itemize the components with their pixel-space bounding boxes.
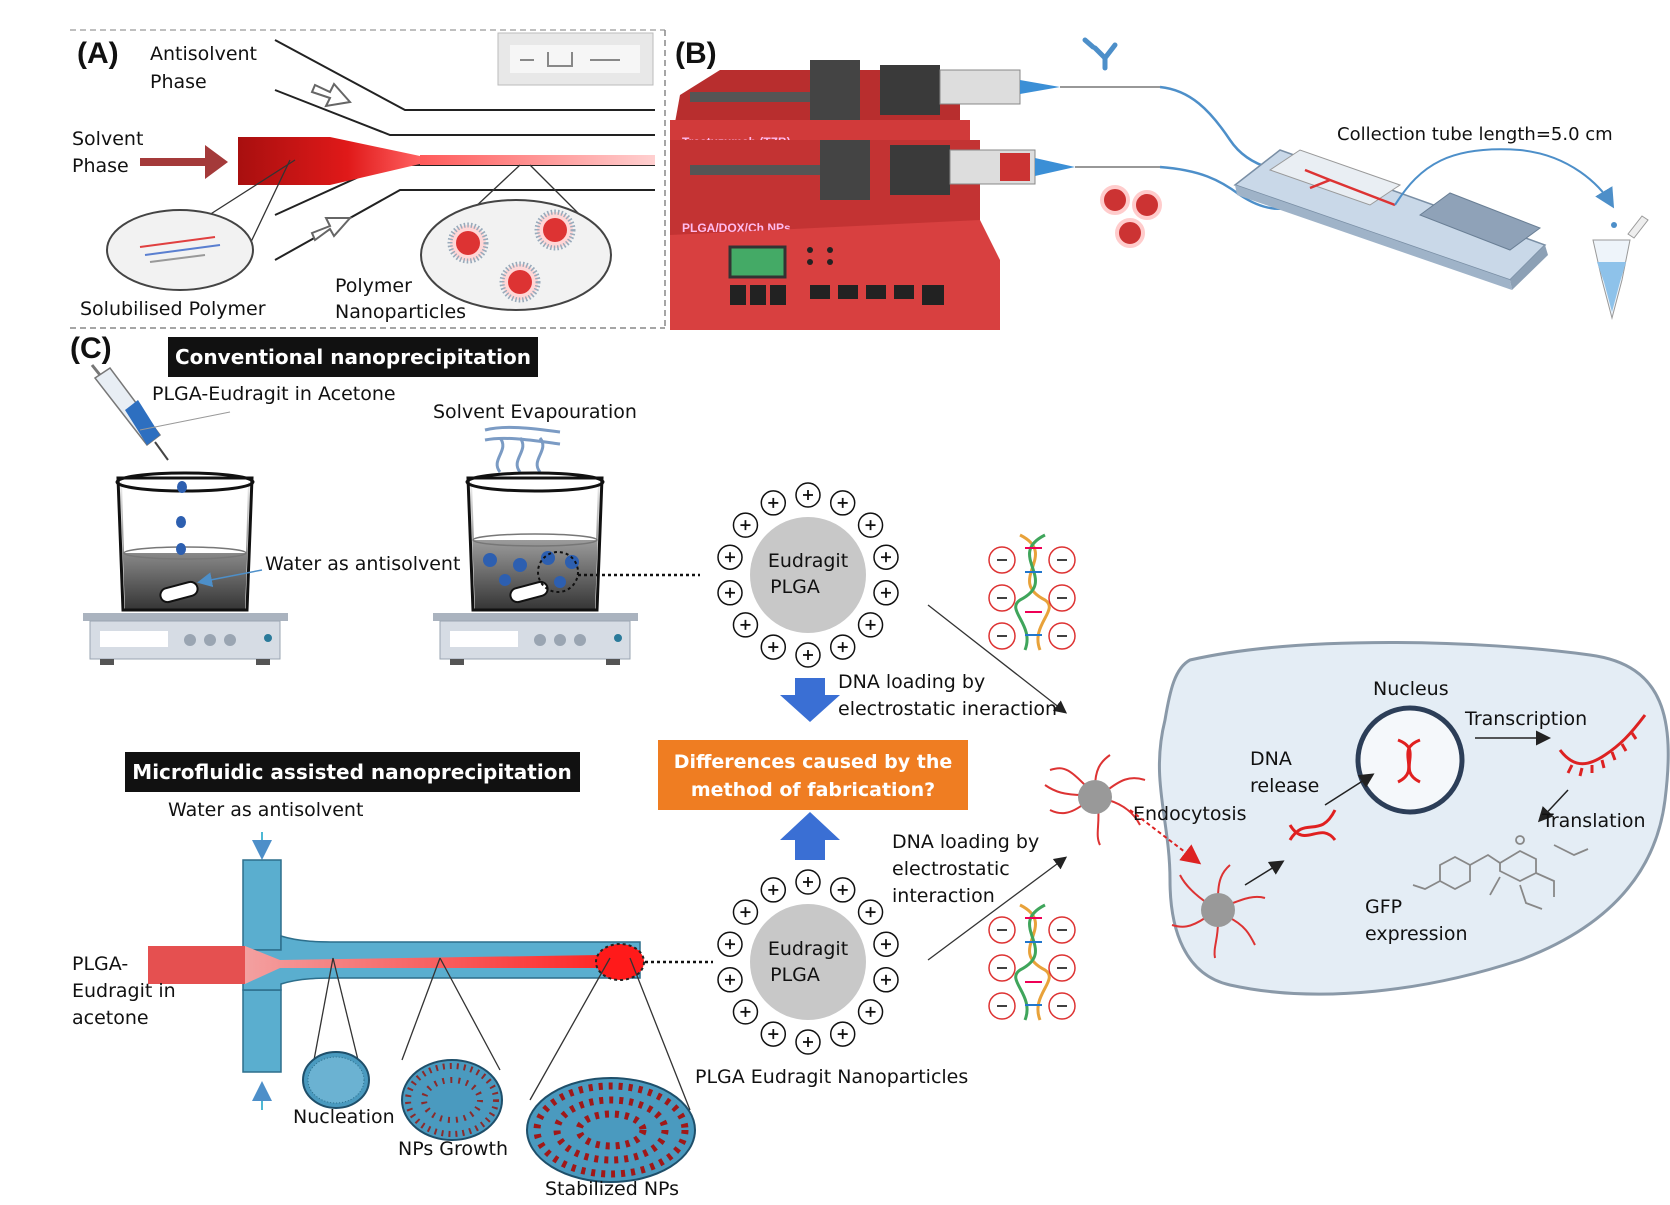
nanoparticle-icon: [1100, 185, 1130, 215]
vapour-icon: [484, 425, 561, 473]
microfluidic-chip: [1233, 149, 1548, 290]
polyplex-core: [1078, 780, 1112, 814]
internalized-polyplex-core: [1201, 893, 1235, 927]
solvent-label-2: Phase: [72, 155, 129, 177]
solvent-label-1: Solvent: [72, 128, 143, 150]
transcription-label: Transcription: [1464, 708, 1587, 730]
cell: Nucleus Transcription Translation DNA re…: [1129, 641, 1670, 996]
translation-label: Translation: [1541, 810, 1646, 832]
dna-loading-bottom-1: DNA loading by: [892, 831, 1039, 853]
gfp-label-1: GFP: [1365, 896, 1402, 918]
dna-release-label-1: DNA: [1250, 748, 1292, 770]
syringe-icon: [90, 364, 169, 461]
dna-in-nucleus-icon: [1397, 738, 1421, 784]
dna-loading-bottom-2: electrostatic: [892, 858, 1010, 880]
particle-bottom-label-2: PLGA: [770, 964, 820, 986]
growth-zoom: [401, 1059, 503, 1141]
differences-line-1: Differences caused by the: [674, 751, 953, 773]
stabilized-label: Stabilized NPs: [545, 1178, 679, 1200]
inlet-label-3: acetone: [72, 1007, 149, 1029]
nanoparticle-icon: [1132, 190, 1162, 220]
water-antisolvent-bottom-label: Water as antisolvent: [168, 799, 363, 821]
nanoparticle: [447, 222, 489, 264]
dna-negative-charges-top: [1014, 533, 1051, 651]
panel-c: (C) Conventional nanoprecipitation PLGA-…: [70, 332, 1146, 1200]
negative-charges-top: [988, 546, 1076, 650]
panel-a-label: (A): [77, 37, 119, 70]
down-arrow-icon: [780, 678, 840, 722]
particle-top-label-2: PLGA: [770, 576, 820, 598]
nucleation-label: Nucleation: [293, 1106, 395, 1128]
solvent-evaporation-label: Solvent Evapouration: [433, 401, 637, 423]
panel-c-label: (C): [70, 332, 112, 365]
eudragit-plga-particle-top: Eudragit PLGA: [717, 482, 899, 668]
antisolvent-arrow-icon: [310, 217, 353, 242]
particle-bottom-label-1: Eudragit: [768, 938, 848, 960]
conventional-title-box: [168, 337, 538, 377]
gfp-molecule-icon: [1412, 835, 1589, 910]
nanoparticle: [499, 261, 541, 303]
panel-b-label: (B): [675, 37, 717, 70]
stabilized-zoom: [526, 1077, 696, 1183]
up-arrow-icon: [780, 812, 840, 860]
negative-charges-bottom: [988, 916, 1076, 1020]
water-antisolvent-top-label: Water as antisolvent: [265, 553, 460, 575]
released-dna-icon: [1288, 809, 1337, 841]
nanoparticles-caption: PLGA Eudragit Nanoparticles: [695, 1066, 968, 1088]
beaker-evaporating: [465, 471, 605, 612]
antisolvent-label-1: Antisolvent: [150, 43, 257, 65]
nps-growth-label: NPs Growth: [398, 1138, 508, 1160]
syringe-label: PLGA-Eudragit in Acetone: [152, 383, 396, 405]
antisolvent-label-2: Phase: [150, 71, 207, 93]
dna-loading-top-1: DNA loading by: [838, 671, 985, 693]
inlet-label-2: Eudragit in: [72, 980, 176, 1002]
dna-release-label-2: release: [1250, 775, 1319, 797]
collection-tube-label: Collection tube length=5.0 cm: [1337, 124, 1613, 145]
stir-plate: [433, 613, 638, 665]
differences-box: [658, 740, 968, 810]
dna-negative-charges-bottom: [1014, 903, 1051, 1021]
beaker-with-antisolvent: [115, 471, 255, 612]
solubilised-polymer-label: Solubilised Polymer: [80, 298, 266, 320]
polymer-label-1: Polymer: [335, 275, 412, 297]
gfp-label-2: expression: [1365, 923, 1468, 945]
conventional-title: Conventional nanoprecipitation: [175, 345, 531, 369]
differences-line-2: method of fabrication?: [691, 779, 935, 801]
inlet-label-1: PLGA-: [72, 953, 128, 975]
antisolvent-arrow-icon: [310, 82, 352, 108]
microfluidic-channel: [148, 832, 645, 1110]
polymer-label-2: Nanoparticles: [335, 301, 466, 323]
eudragit-plga-particle-bottom: Eudragit PLGA: [717, 869, 899, 1055]
nanoparticle-icon: [1115, 218, 1145, 248]
antibody-icon: [1082, 37, 1118, 71]
panel-a: (A) Antisolvent Phase Solvent Phase: [70, 29, 666, 329]
endocytosis-label: Endocytosis: [1133, 803, 1247, 825]
nucleation-zoom: [302, 1051, 370, 1109]
microfluidic-title-box: [125, 752, 580, 792]
nanoparticle: [534, 209, 576, 251]
microfluidic-title: Microfluidic assisted nanoprecipitation: [132, 760, 571, 784]
dna-loading-bottom-3: interaction: [892, 885, 995, 907]
cell-membrane: [1157, 641, 1670, 996]
nucleus-label: Nucleus: [1373, 678, 1449, 700]
pump-control-panel: [670, 220, 1000, 330]
mrna-icon: [1558, 714, 1647, 777]
stir-plate: [83, 613, 288, 665]
particle-top-label-1: Eudragit: [768, 550, 848, 572]
solvent-stream: [238, 137, 420, 185]
dna-loading-top-2: electrostatic ineraction: [838, 698, 1057, 720]
solvent-arrow-icon: [140, 145, 228, 179]
collection-tube-icon: [1592, 215, 1649, 320]
panel-b: (B) Trastuzumab (TZB) PLGA/DOX/Ch NPs: [670, 37, 1649, 330]
